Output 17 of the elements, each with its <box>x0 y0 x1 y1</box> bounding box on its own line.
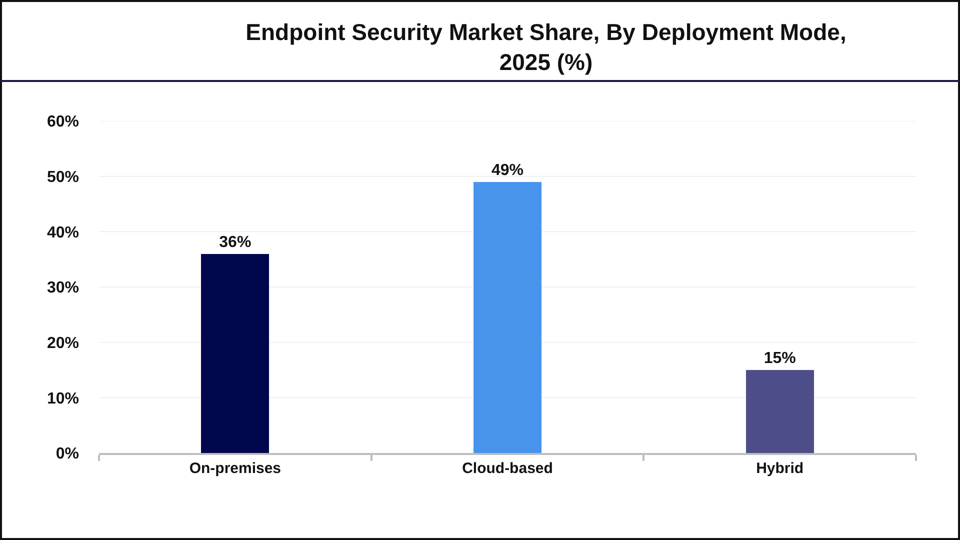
bar <box>201 254 270 453</box>
bar <box>746 370 814 453</box>
x-tick-label: Hybrid <box>756 460 804 477</box>
y-tick-label: 40% <box>46 224 79 242</box>
y-tick-label: 50% <box>46 168 79 186</box>
data-label: 49% <box>491 162 524 179</box>
y-tick-label: 10% <box>46 390 79 408</box>
x-tick-label: On-premises <box>189 460 282 477</box>
chart-title: Endpoint Security Market Share, By Deployment Mode, 2025 (%) <box>246 19 846 75</box>
y-tick-label: 30% <box>46 280 79 297</box>
y-tick-label: 60% <box>46 114 79 131</box>
data-label: 15% <box>764 350 796 367</box>
y-tick-label: 0% <box>56 446 79 463</box>
data-label: 36% <box>219 234 252 251</box>
bar <box>473 182 542 453</box>
y-tick-label: 20% <box>46 334 79 352</box>
x-tick-label: Cloud-based <box>462 460 553 477</box>
